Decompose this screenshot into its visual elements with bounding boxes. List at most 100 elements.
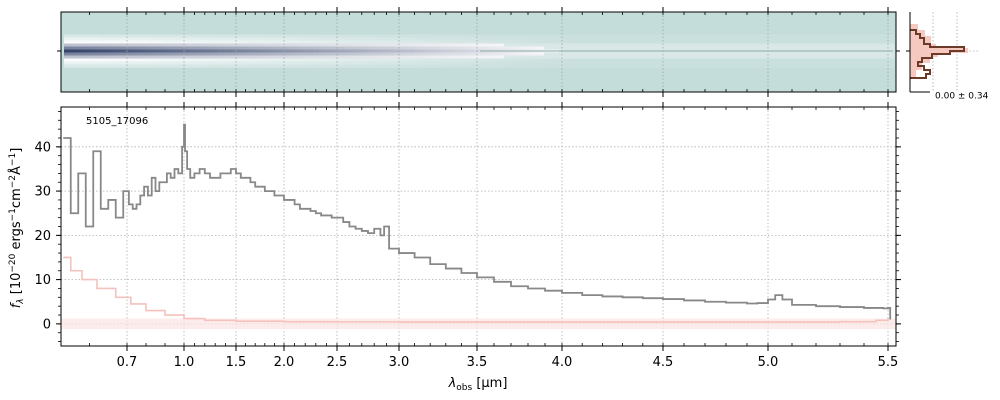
heatmap-cell (884, 40, 890, 44)
heatmap-cell (664, 46, 670, 50)
heatmap-cell (289, 55, 295, 59)
heatmap-cell (84, 34, 90, 38)
heatmap-cell (519, 37, 525, 41)
heatmap-cell (574, 43, 580, 47)
heatmap-cell (384, 58, 390, 62)
heatmap-cell (69, 49, 75, 53)
heatmap-cell (644, 52, 650, 56)
heatmap-cell (749, 58, 755, 62)
heatmap-cell (874, 61, 880, 65)
heatmap-cell (164, 46, 170, 50)
heatmap-cell (414, 49, 420, 53)
heatmap-cell (419, 52, 425, 56)
heatmap-cell (684, 40, 690, 44)
heatmap-cell (784, 64, 790, 68)
heatmap-cell (504, 34, 510, 38)
heatmap-cell (629, 52, 635, 56)
heatmap-cell (94, 58, 100, 62)
heatmap-cell (819, 52, 825, 56)
heatmap-cell (839, 40, 845, 44)
heatmap-cell (439, 40, 445, 44)
heatmap-cell (584, 55, 590, 59)
heatmap-cell (434, 40, 440, 44)
heatmap-cell (639, 43, 645, 47)
heatmap-cell (104, 49, 110, 53)
heatmap-cell (279, 58, 285, 62)
heatmap-cell (129, 61, 135, 65)
heatmap-cell (389, 58, 395, 62)
heatmap-cell (239, 37, 245, 41)
heatmap-cell (824, 37, 830, 41)
heatmap-cell (319, 58, 325, 62)
heatmap-cell (319, 34, 325, 38)
heatmap-cell (69, 55, 75, 59)
heatmap-cell (294, 55, 300, 59)
heatmap-cell (759, 46, 765, 50)
heatmap-cell (214, 43, 220, 47)
heatmap-cell (819, 64, 825, 68)
heatmap-cell (164, 52, 170, 56)
heatmap-cell (254, 37, 260, 41)
heatmap-cell (229, 55, 235, 59)
heatmap-cell (319, 46, 325, 50)
heatmap-cell (184, 43, 190, 47)
heatmap-cell (374, 52, 380, 56)
heatmap-cell (559, 55, 565, 59)
heatmap-cell (469, 64, 475, 68)
heatmap-cell (149, 34, 155, 38)
heatmap-cell (719, 46, 725, 50)
heatmap-cell (439, 34, 445, 38)
heatmap-cell (854, 58, 860, 62)
heatmap-cell (809, 43, 815, 47)
heatmap-cell (884, 34, 890, 38)
heatmap-cell (724, 61, 730, 65)
heatmap-cell (774, 55, 780, 59)
heatmap-cell (204, 55, 210, 59)
heatmap-cell (869, 43, 875, 47)
heatmap-cell (534, 40, 540, 44)
heatmap-cell (374, 37, 380, 41)
heatmap-cell (304, 43, 310, 47)
heatmap-cell (304, 55, 310, 59)
heatmap-cell (649, 43, 655, 47)
heatmap-cell (669, 58, 675, 62)
heatmap-cell (164, 61, 170, 65)
heatmap-cell (324, 61, 330, 65)
heatmap-cell (459, 34, 465, 38)
heatmap-cell (294, 61, 300, 65)
heatmap-cell (124, 58, 130, 62)
heatmap-cell (664, 52, 670, 56)
heatmap-cell (724, 64, 730, 68)
heatmap-cell (429, 34, 435, 38)
heatmap-cell (489, 58, 495, 62)
heatmap-cell (799, 61, 805, 65)
heatmap-cell (324, 58, 330, 62)
heatmap-cell (624, 52, 630, 56)
heatmap-cell (804, 58, 810, 62)
heatmap-cell (329, 49, 335, 53)
heatmap-cell (724, 46, 730, 50)
heatmap-cell (209, 34, 215, 38)
heatmap-cell (469, 52, 475, 56)
heatmap-cell (324, 46, 330, 50)
heatmap-cell (489, 64, 495, 68)
heatmap-cell (439, 49, 445, 53)
heatmap-cell (664, 58, 670, 62)
heatmap-cell (524, 43, 530, 47)
heatmap-cell (94, 46, 100, 50)
heatmap-cell (574, 58, 580, 62)
heatmap-cell (739, 40, 745, 44)
heatmap-cell (424, 46, 430, 50)
heatmap-cell (74, 58, 80, 62)
heatmap-cell (244, 52, 250, 56)
heatmap-cell (414, 64, 420, 68)
heatmap-cell (419, 40, 425, 44)
heatmap-cell (239, 58, 245, 62)
heatmap-cell (784, 61, 790, 65)
heatmap-cell (379, 43, 385, 47)
heatmap-cell (269, 58, 275, 62)
heatmap-cell (579, 34, 585, 38)
heatmap-cell (499, 46, 505, 50)
heatmap-cell (514, 34, 520, 38)
heatmap-cell (404, 64, 410, 68)
